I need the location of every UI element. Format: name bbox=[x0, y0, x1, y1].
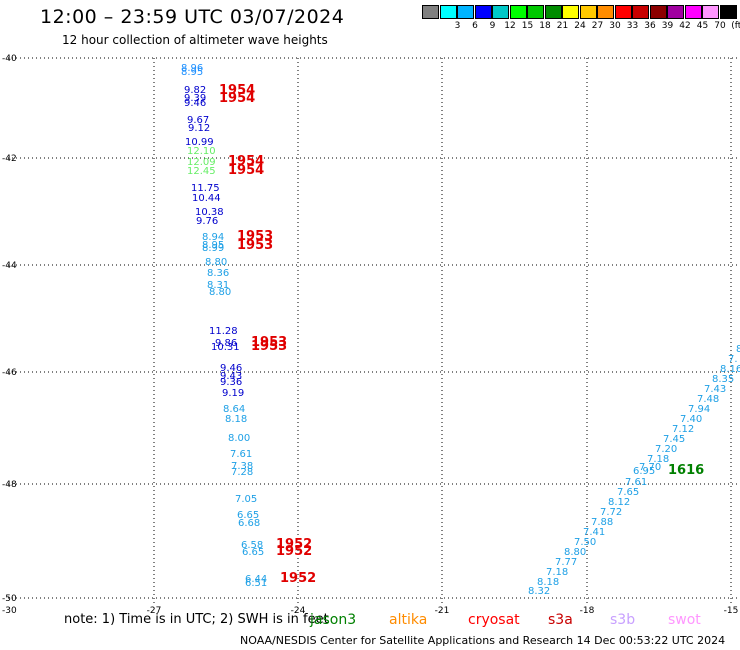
wave-height-value: 6.65 bbox=[242, 547, 264, 558]
pass-id-label: 1953 bbox=[251, 339, 287, 354]
wave-height-value: 7.61 bbox=[230, 449, 252, 460]
wave-height-value: 7.05 bbox=[235, 494, 257, 505]
wave-height-value: 12.10 bbox=[187, 146, 216, 157]
pass-id-label: 1954 bbox=[228, 163, 264, 178]
latitude-label: -44 bbox=[2, 261, 17, 271]
wave-height-value: 10.31 bbox=[211, 342, 240, 353]
wave-height-value: 11.28 bbox=[209, 326, 238, 337]
wave-height-value: 6.68 bbox=[238, 518, 260, 529]
satellite-label-s3b: s3b bbox=[610, 612, 635, 628]
wave-height-value: 8.95 bbox=[181, 67, 203, 78]
wave-height-value: 8.18 bbox=[225, 414, 247, 425]
satellite-label-jason3: jason3 bbox=[310, 612, 356, 628]
credit-line: NOAA/NESDIS Center for Satellite Applica… bbox=[240, 634, 725, 647]
longitude-label: -21 bbox=[435, 606, 450, 616]
wave-height-value: 8.80 bbox=[209, 287, 231, 298]
footer-note: note: 1) Time is in UTC; 2) SWH is in fe… bbox=[64, 612, 329, 627]
wave-height-value: 8.36 bbox=[207, 268, 229, 279]
latitude-label: -42 bbox=[2, 154, 17, 164]
satellite-label-cryosat: cryosat bbox=[468, 612, 520, 628]
wave-height-value: 9.76 bbox=[196, 216, 218, 227]
wave-height-value: 8.32 bbox=[528, 586, 550, 597]
corner-label: -30 bbox=[2, 606, 17, 616]
pass-id-label: 1616 bbox=[668, 463, 704, 478]
lat-lon-grid bbox=[8, 58, 740, 604]
wave-height-value: 9.46 bbox=[184, 98, 206, 109]
pass-id-label: 1952 bbox=[280, 571, 316, 586]
latitude-label: -46 bbox=[2, 368, 17, 378]
observation-labels: 8.968.959.829.399.46195419549.679.1210.9… bbox=[181, 63, 740, 597]
latitude-label: -50 bbox=[2, 594, 17, 604]
wave-height-value: 12.45 bbox=[187, 166, 216, 177]
wave-height-value: 8.99 bbox=[202, 243, 224, 254]
wave-height-value: 7.28 bbox=[231, 467, 253, 478]
satellite-label-altika: altika bbox=[389, 612, 427, 628]
longitude-label: -15 bbox=[724, 606, 739, 616]
latitude-label: -48 bbox=[2, 480, 17, 490]
wave-height-value: 9.36 bbox=[220, 377, 242, 388]
longitude-label: -18 bbox=[580, 606, 595, 616]
pass-id-label: 1953 bbox=[237, 238, 273, 253]
wave-height-value: 10.44 bbox=[192, 193, 221, 204]
satellite-label-s3a: s3a bbox=[548, 612, 573, 628]
satellite-label-swot: swot bbox=[668, 612, 701, 628]
wave-height-value: 8.80 bbox=[205, 257, 227, 268]
wave-height-value: 8.00 bbox=[228, 433, 250, 444]
pass-id-label: 1952 bbox=[276, 544, 312, 559]
pass-id-label: 1954 bbox=[219, 91, 255, 106]
wave-height-value: 9.12 bbox=[188, 123, 210, 134]
wave-height-value: 6.95 bbox=[633, 466, 655, 477]
latitude-label: -40 bbox=[2, 54, 17, 64]
wave-height-value: 9.19 bbox=[222, 388, 244, 399]
wave-height-value: 6.51 bbox=[245, 578, 267, 589]
axis-labels: -27 -24 -21 -18 -15-40-42-44-46-48-50-30 bbox=[2, 54, 738, 616]
